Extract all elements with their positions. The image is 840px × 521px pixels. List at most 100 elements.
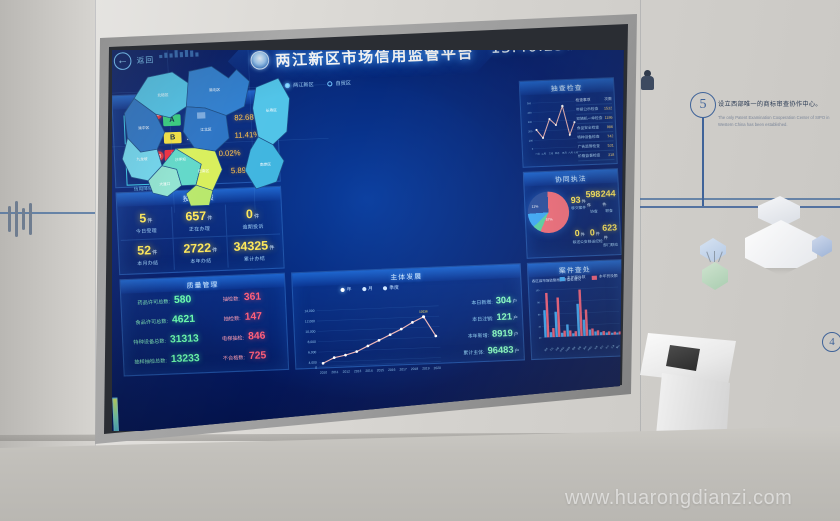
quality-label-3: 抽检数: [223,315,241,323]
map-inset-marker [196,112,206,119]
coord-label-0: 移交案件 [571,205,587,211]
complaint-stat-cell[interactable]: 52件 本月办结 [120,238,176,272]
rank-value-1: 1186 [604,115,613,120]
infographic-step-number-next: 4 [822,332,840,352]
inspection-rank-list[interactable]: 检查事项 次数 年报公示检查 1532 双随机一单检查 1186 [575,94,615,162]
growth-line-chart[interactable]: 14,000 12,000 10,000 8,000 6,000 4,000 0 20… [298,299,446,377]
coord-label-2: 联查 [605,208,613,214]
svg-text:北碚区: 北碚区 [157,92,169,97]
svg-text:2020: 2020 [433,366,441,370]
growth-legend-label-0: 年 [346,286,352,292]
rank-row[interactable]: 价格监督检查 318 [577,150,615,162]
svg-text:沙坪坝: 沙坪坝 [175,157,187,162]
coord-stat-grid: 93件 移交案件 598件 协查 244件 联查 [570,185,619,254]
svg-text:七月: 七月 [573,150,578,154]
infographic-stem [702,118,704,206]
inspection-panel: 抽查检查 [518,77,618,168]
svg-text:大渡口: 大渡口 [159,181,171,186]
quality-label-4: 特种设备总数: [133,338,167,347]
svg-text:300: 300 [528,121,533,124]
quality-value-3: 147 [244,310,263,323]
map-region-nanan[interactable] [244,136,286,190]
svg-text:九龙坡: 九龙坡 [136,156,148,161]
inspect-data-points[interactable] [534,104,576,139]
clock-time: 13:40:25 [490,50,565,57]
svg-text:大渡口: 大渡口 [586,345,593,352]
growth-stat-label-2: 本年新增: [467,333,490,340]
svg-text:20: 20 [539,338,542,340]
growth-stat-row[interactable]: 累计主体: 96483户 [445,344,520,364]
growth-period-year[interactable]: 年 [340,286,352,294]
rank-value-0: 1532 [603,106,613,111]
pie-label-minor: 11% [531,204,539,209]
inspect-panel-body: 500 400 300 200 100 0 一月 二月 三月 四月 五月 六月 七月 [520,92,616,167]
kiosk-top-panel [640,333,736,385]
infographic-step-number: 5 [690,92,716,118]
coordinated-enforcement-panel: 协同执法 11% 57% 93件 移交案件 [522,168,622,259]
coord-panel-title: 协同执法 [554,175,587,184]
svg-text:2011: 2011 [331,370,338,374]
inspect-x-ticks: 一月 二月 三月 四月 五月 六月 七月 [535,150,578,156]
iso-hexagon [812,235,832,257]
quality-value-6: 13233 [170,352,200,366]
quality-item[interactable]: 不合格数: 725 [206,349,284,372]
coord-stat-cell[interactable]: 93件 移交案件 [570,186,587,220]
case-bar-chart[interactable]: 100 80 60 40 20 [531,277,623,359]
quality-item[interactable]: 抽样抽检总数: 13233 [128,352,206,375]
kiosk-touch-pad[interactable] [666,345,700,371]
wall-accent-line-right [640,198,840,200]
svg-text:40: 40 [538,326,541,328]
map-region-jiangbei[interactable] [182,105,230,152]
complaint-value-4: 2722件 [183,240,218,256]
case-bars-series-count[interactable] [543,302,619,338]
infographic-title-cn: 设立西部唯一的商标审查协作中心。 [718,101,822,108]
map-regions[interactable] [118,63,294,208]
inspection-line-chart[interactable]: 500 400 300 200 100 0 一月 二月 三月 四月 五月 六月 七月 [523,95,580,159]
quality-value-0: 580 [173,294,192,307]
quality-panel-body: 药品许可总数: 580 抽检数: 361 食品许可总数: 4621 [121,287,288,375]
case-bars-series-fine[interactable] [545,288,622,338]
svg-text:200: 200 [528,130,533,133]
svg-text:南岸区: 南岸区 [260,161,272,166]
coord-value-0: 93件 [570,193,586,205]
region-map[interactable]: 北碚区 渝北区 江北区 长寿区 南岸区 渝中区 九龙坡 大渡口 沙坪坝 巴南区 [112,50,332,216]
svg-text:100: 100 [529,139,534,142]
case-x-ticks: 渝北 江北 北碚 沙坪坝 九龙坡 南岸 巴南 渝中 大渡口 长寿 [543,344,620,353]
coord-stat-cell[interactable]: 0件 移送公安 [572,220,589,254]
coord-stat-cell[interactable]: 244件 联查 [600,185,617,219]
svg-text:渝北区: 渝北区 [209,87,221,92]
left-wall [0,0,95,521]
radio-dot-icon [327,81,333,87]
subject-development-panel: 主体发展 年 月 [291,263,525,375]
case-handling-panel: 案件查处 各区县市场监管局案件查处情况 本年案件数 [526,259,624,361]
quality-value-4: 31313 [169,333,200,346]
map-region-yuzhong[interactable] [185,184,214,207]
complaint-stat-cell[interactable]: 34325件 累计办结 [227,234,281,268]
growth-stat-value-1: 121户 [496,311,519,323]
growth-data-points[interactable] [320,315,438,365]
quality-panel-title: 质量管理 [186,280,219,290]
growth-period-quarter[interactable]: 季度 [383,285,399,292]
wall-speaker-marks [8,200,48,240]
growth-stat-label-0: 本日新增: [471,300,493,307]
growth-period-month[interactable]: 月 [361,286,373,293]
svg-text:渝中区: 渝中区 [138,125,150,130]
growth-stat-value-2: 8919户 [491,327,519,339]
infographic-title-en: The only Patent Examination Cooperation … [718,115,830,127]
svg-text:三月: 三月 [549,151,554,155]
svg-text:4,000: 4,000 [308,361,317,365]
svg-text:14,000: 14,000 [304,309,314,313]
growth-period-legend[interactable]: 年 月 季度 [340,285,399,294]
wall-accent-line-left [0,212,95,214]
map-region-changshou[interactable] [251,77,291,146]
svg-text:400: 400 [527,112,532,115]
legend-dot-icon [383,286,388,291]
coord-pie-chart[interactable]: 11% 57% [526,189,571,236]
map-scope-option-1[interactable]: 自贸区 [327,79,351,87]
coord-stat-cell[interactable]: 623件 部门联动 [602,218,619,252]
coord-value-1: 598件 [585,188,601,208]
svg-text:2014: 2014 [365,369,373,373]
iso-desk [745,220,817,268]
complaint-stat-cell[interactable]: 2722件 本年办结 [173,236,229,270]
